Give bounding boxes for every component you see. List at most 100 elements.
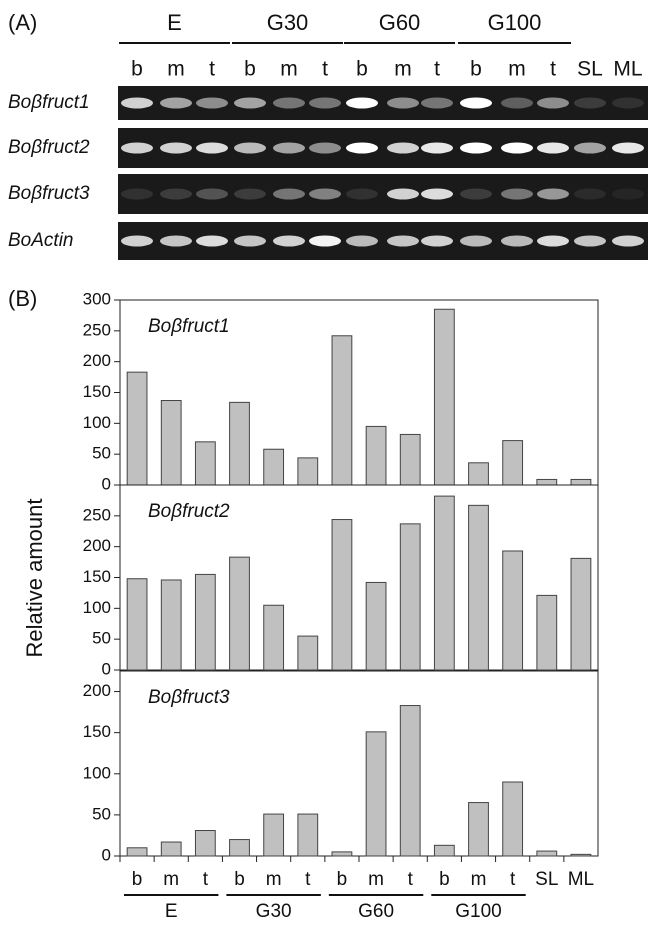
- bar: [332, 336, 352, 485]
- gel-band: [501, 189, 533, 200]
- lane-label: b: [470, 58, 482, 81]
- bar: [127, 579, 147, 670]
- bar: [161, 580, 181, 670]
- group-label: G100: [488, 10, 542, 35]
- gel-band: [460, 189, 492, 200]
- bar: [469, 803, 489, 856]
- gel-band: [121, 189, 153, 200]
- gel-band: [460, 98, 492, 109]
- gel-band: [160, 189, 192, 200]
- bar: [127, 372, 147, 485]
- gel-band: [309, 189, 341, 200]
- gel-band: [537, 98, 569, 109]
- gel-band: [273, 98, 305, 109]
- gel-band: [309, 143, 341, 154]
- panel-b-label: (B): [8, 286, 37, 311]
- figure: (A) (B) Relative amount EG30G60G100bmtbm…: [0, 0, 648, 925]
- bar: [264, 449, 284, 485]
- y-tick-label: 150: [83, 722, 111, 741]
- lane-label: t: [550, 58, 556, 81]
- bar: [434, 309, 454, 485]
- gel-band: [387, 143, 419, 154]
- gel-band: [537, 143, 569, 154]
- group-label: G60: [358, 901, 394, 922]
- gel-band: [460, 143, 492, 154]
- row-label: Boβfruct2: [8, 137, 90, 158]
- y-tick-label: 200: [83, 351, 111, 370]
- bar: [127, 848, 147, 856]
- gel-band: [501, 143, 533, 154]
- chart-title: Boβfruct1: [148, 316, 230, 337]
- gel-band: [346, 143, 378, 154]
- bar: [571, 558, 591, 670]
- group-label: G60: [379, 10, 421, 35]
- gel-band: [234, 236, 266, 247]
- gel-band: [612, 98, 644, 109]
- gel-band: [421, 143, 453, 154]
- gel-band: [160, 98, 192, 109]
- gel-band: [612, 143, 644, 154]
- gel-band: [234, 98, 266, 109]
- gel-band: [121, 143, 153, 154]
- bar: [161, 401, 181, 485]
- gel-band: [196, 98, 228, 109]
- gel-band: [612, 236, 644, 247]
- lane-label: m: [280, 58, 298, 81]
- gel-band: [387, 189, 419, 200]
- bar: [230, 557, 250, 670]
- lane-label: t: [322, 58, 328, 81]
- bar: [332, 520, 352, 670]
- y-tick-label: 50: [92, 444, 111, 463]
- bar: [230, 402, 250, 485]
- lane-label: m: [167, 58, 185, 81]
- bar: [537, 595, 557, 670]
- y-tick-label: 200: [83, 536, 111, 555]
- bar: [434, 845, 454, 856]
- y-tick-label: 0: [102, 845, 111, 864]
- gel-band: [196, 236, 228, 247]
- lane-label: SL: [577, 58, 603, 81]
- gel-band: [273, 189, 305, 200]
- chart-title: Boβfruct3: [148, 687, 230, 708]
- gel-band: [196, 143, 228, 154]
- row-label: Boβfruct3: [8, 183, 90, 204]
- gel-band: [421, 236, 453, 247]
- lane-label: t: [434, 58, 440, 81]
- gel-band: [501, 236, 533, 247]
- x-tick-label: SL: [535, 869, 558, 890]
- gel-band: [160, 236, 192, 247]
- bar: [264, 814, 284, 856]
- gel-band: [309, 236, 341, 247]
- y-tick-label: 100: [83, 763, 111, 782]
- y-tick-label: 0: [102, 474, 111, 493]
- y-tick-label: 0: [102, 659, 111, 678]
- bar: [537, 851, 557, 856]
- gel-band: [273, 236, 305, 247]
- x-tick-label: t: [203, 869, 209, 890]
- bar: [434, 496, 454, 670]
- gel-band: [387, 236, 419, 247]
- y-tick-label: 300: [83, 289, 111, 308]
- bar: [469, 463, 489, 485]
- bar: [366, 426, 386, 485]
- gel-band: [421, 98, 453, 109]
- row-label: Boβfruct1: [8, 92, 90, 113]
- y-tick-label: 250: [83, 505, 111, 524]
- gel-band: [234, 143, 266, 154]
- gel-band: [121, 236, 153, 247]
- gel-band: [234, 189, 266, 200]
- bar: [400, 706, 420, 856]
- x-tick-label: m: [368, 869, 384, 890]
- gel-band: [196, 189, 228, 200]
- y-axis-label: Relative amount: [22, 499, 47, 658]
- bar: [264, 605, 284, 670]
- lane-label: b: [131, 58, 143, 81]
- lane-label: b: [244, 58, 256, 81]
- gel-band: [537, 189, 569, 200]
- gel-band: [501, 98, 533, 109]
- bar: [230, 840, 250, 856]
- gel-band: [574, 98, 606, 109]
- group-label: G30: [256, 901, 292, 922]
- y-tick-label: 50: [92, 804, 111, 823]
- gel-band: [273, 143, 305, 154]
